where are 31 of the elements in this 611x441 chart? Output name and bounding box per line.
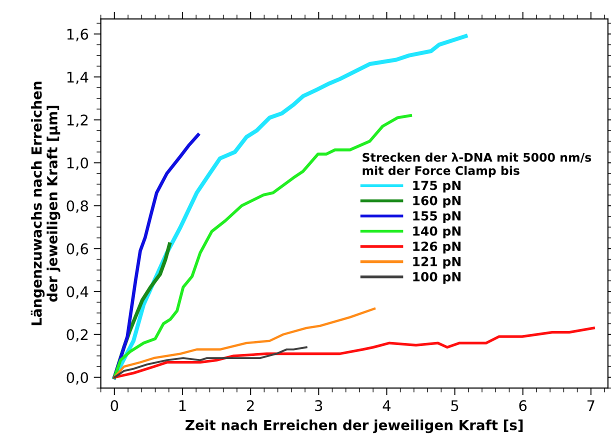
line-series (113, 308, 376, 378)
line-series (113, 346, 308, 378)
legend-label: 126 pN (413, 242, 460, 254)
y-tick-label: 0,8 (66, 200, 88, 213)
x-axis-title: Zeit nach Erreichen der jeweiligen Kraft [s] (186, 420, 523, 434)
y-tick-label: 0,4 (66, 286, 88, 299)
legend-label: 175 pN (413, 180, 460, 193)
legend-title: Strecken der λ-DNA mit 5000 nm/s mit der Force Clamp bis (362, 152, 592, 178)
x-tick-label: 1 (179, 400, 186, 411)
x-tick-label: 3 (315, 400, 322, 412)
y-tick-label: 1,4 (67, 72, 88, 84)
x-tick-label: 4 (382, 400, 391, 411)
y-tick-label: 1,6 (67, 28, 88, 42)
x-tick-label: 7 (587, 400, 594, 411)
y-tick-label: 0,0 (66, 372, 88, 385)
y-axis-title: Längenzuwachs nach Erreichen der jeweiligen Kraft [µm] (30, 82, 60, 326)
line-series (112, 133, 200, 380)
y-tick-label: 0,2 (66, 329, 88, 342)
legend-label: 160 pN (413, 196, 460, 208)
x-tick-label: 5 (451, 400, 458, 412)
x-tick-label: 2 (247, 400, 254, 411)
x-tick-label: 6 (519, 400, 527, 412)
y-tick-label: 0,6 (66, 243, 88, 256)
legend-label: 140 pN (413, 226, 460, 238)
y-tick-label: 1,0 (67, 157, 88, 170)
x-tick-label: 0 (110, 400, 118, 412)
legend-label: 121 pN (413, 256, 460, 269)
legend-label: 155 pN (413, 211, 460, 223)
line-series (113, 326, 595, 379)
legend-label: 100 pN (413, 272, 460, 284)
y-tick-label: 1,2 (67, 114, 88, 128)
